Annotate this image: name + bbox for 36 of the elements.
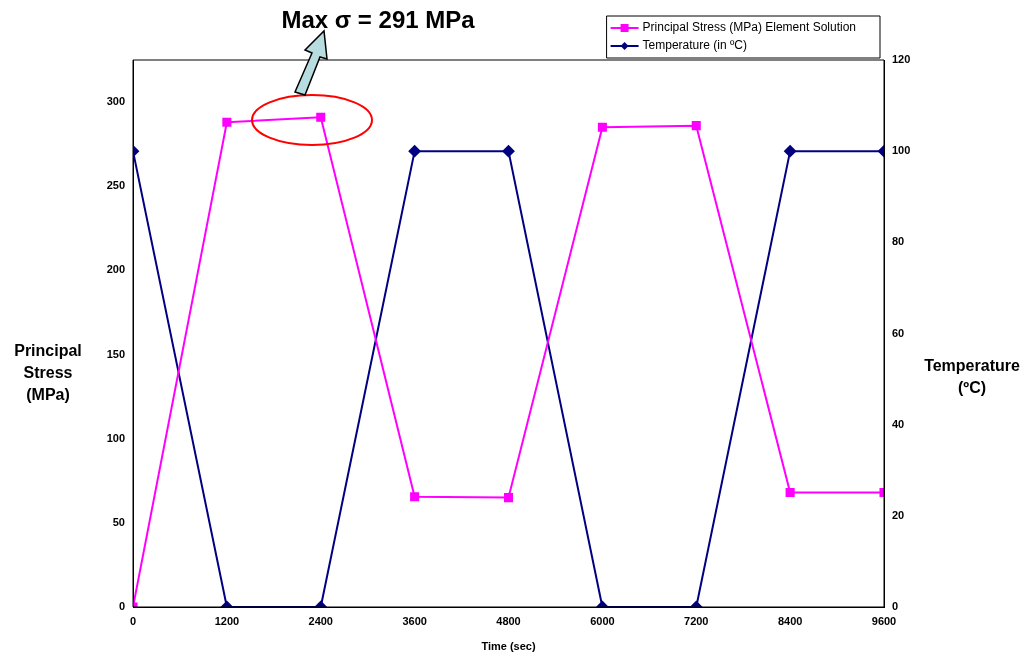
point bbox=[785, 488, 795, 498]
x-tick-label: 4800 bbox=[496, 614, 521, 627]
y2-tick-label: 80 bbox=[892, 235, 905, 248]
point bbox=[597, 122, 607, 132]
legend-label: Principal Stress (MPa) Element Solution bbox=[642, 20, 857, 35]
y-tick-label: 300 bbox=[106, 95, 125, 108]
x-tick-label: 2400 bbox=[308, 614, 333, 627]
x-tick-label: 8400 bbox=[777, 614, 803, 627]
x-tick-label: 6000 bbox=[590, 614, 615, 627]
y2-tick-label: 60 bbox=[892, 326, 905, 339]
y-tick-label: 100 bbox=[106, 431, 125, 444]
point bbox=[691, 121, 701, 131]
point bbox=[410, 492, 420, 502]
y-tick-label: 150 bbox=[106, 347, 125, 360]
y-tick-label: 0 bbox=[118, 600, 125, 613]
x-axis-title: Time (sec) bbox=[481, 640, 536, 653]
y2-axis-title: Temperature (ºC) bbox=[923, 356, 1021, 398]
x-tick-label: 3600 bbox=[402, 614, 427, 627]
point bbox=[316, 112, 326, 122]
y-tick-label: 250 bbox=[106, 179, 125, 192]
y2-tick-label: 120 bbox=[892, 53, 911, 66]
x-tick-label: 1200 bbox=[214, 614, 240, 627]
y2-tick-label: 20 bbox=[892, 508, 905, 521]
x-tick-label: 0 bbox=[129, 614, 137, 627]
x-tick-label: 7200 bbox=[684, 614, 709, 627]
y2-tick-label: 100 bbox=[892, 144, 911, 157]
legend-label: Temperature (in ºC) bbox=[642, 38, 748, 53]
y2-tick-label: 0 bbox=[892, 600, 899, 613]
y-tick-label: 200 bbox=[106, 263, 125, 276]
point bbox=[503, 493, 514, 503]
text: Max σ = 291 MPa bbox=[281, 6, 475, 34]
y2-tick-label: 40 bbox=[892, 417, 905, 430]
y-axis-title: Principal Stress (MPa) bbox=[13, 341, 83, 405]
y-tick-label: 50 bbox=[112, 515, 125, 528]
x-tick-label: 9600 bbox=[871, 614, 897, 627]
point bbox=[222, 117, 232, 127]
